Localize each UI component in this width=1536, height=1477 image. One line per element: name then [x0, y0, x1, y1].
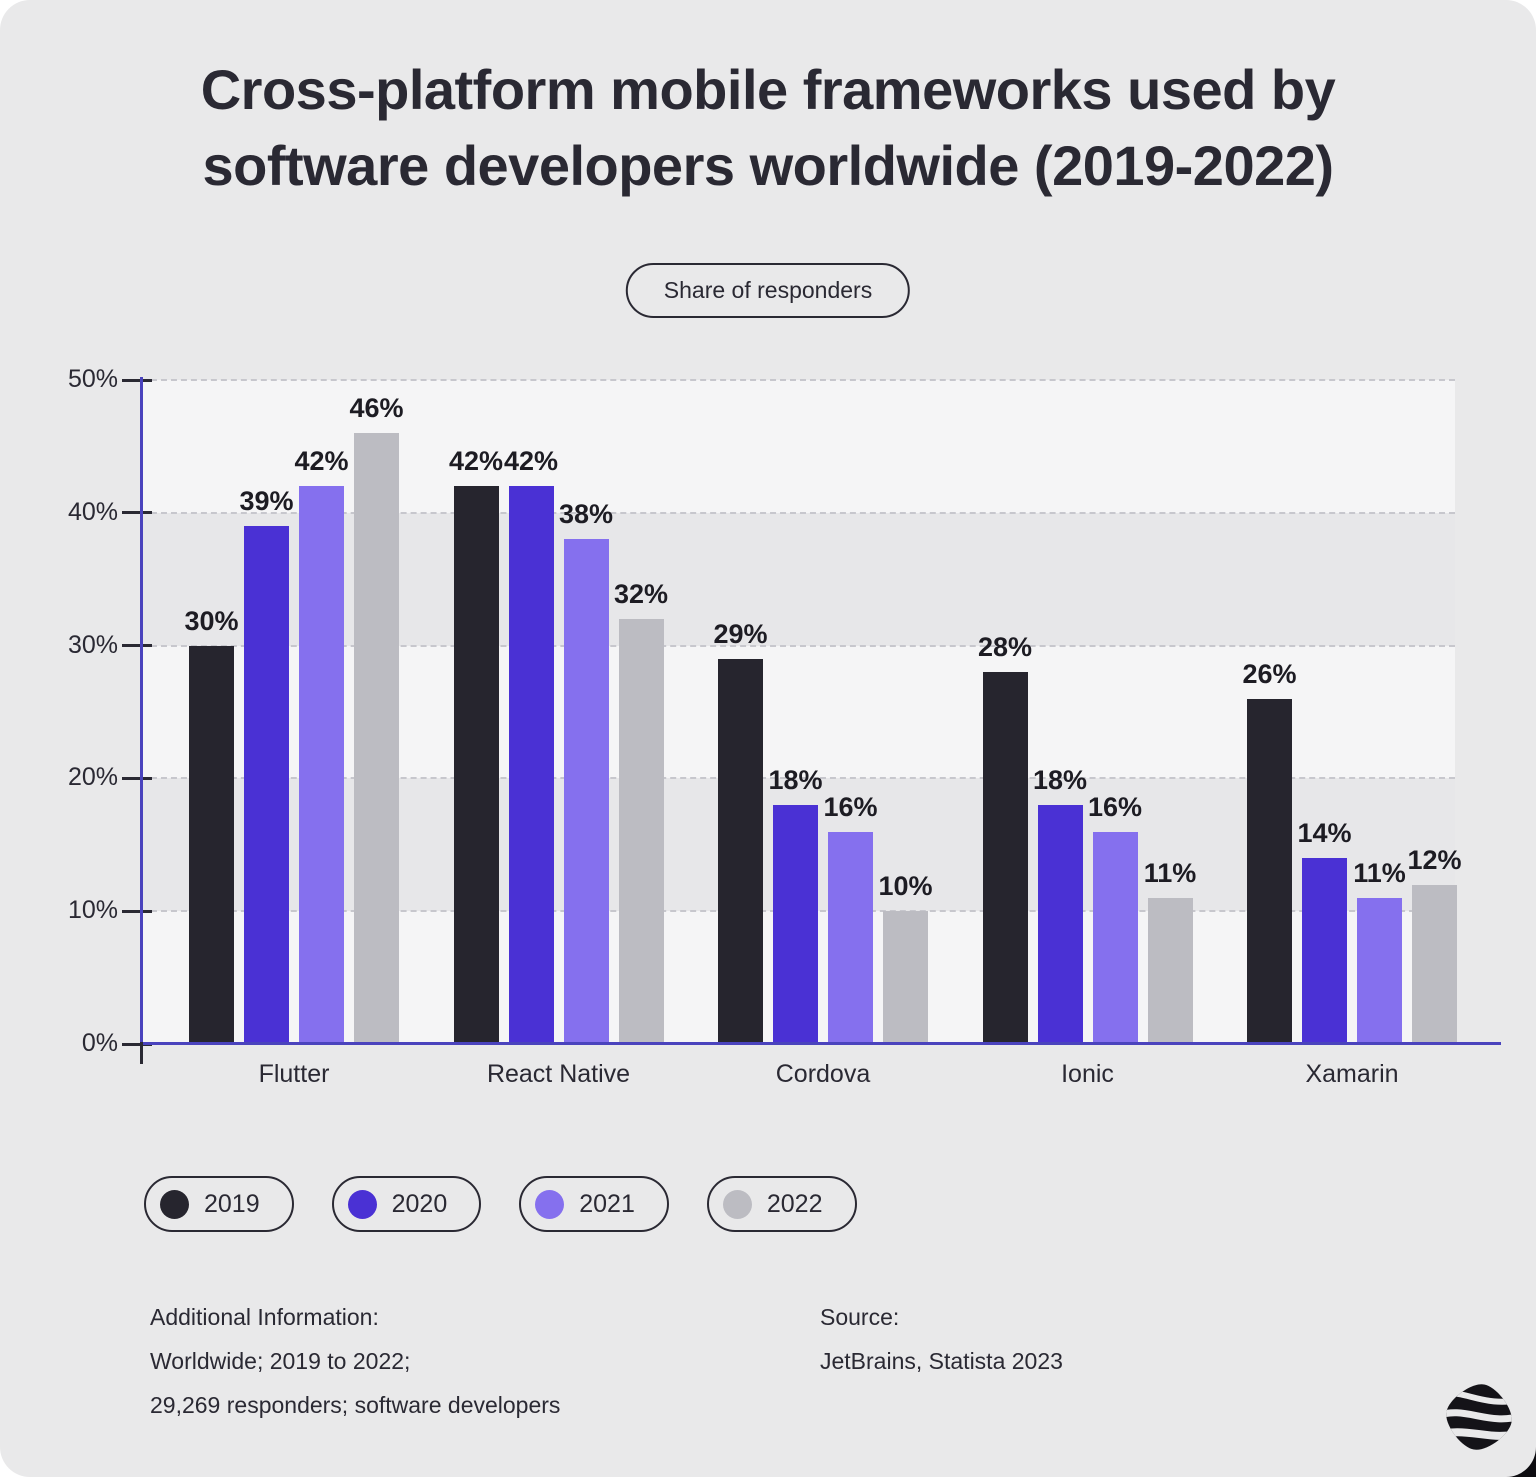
- chart-title: Cross-platform mobile frameworks used by…: [200, 58, 1336, 198]
- gridline: [141, 644, 1455, 647]
- y-axis-tick-label: 50%: [67, 365, 118, 393]
- bar-ionic-2019: [982, 672, 1028, 1044]
- bar-value-label: 38%: [558, 499, 614, 530]
- bar-react-native-2020: [508, 486, 554, 1044]
- bar-flutter-2019: [189, 645, 234, 1044]
- additional-information-line: 29,269 responders; software developers: [150, 1392, 561, 1418]
- source-line: JetBrains, Statista 2023: [820, 1348, 1063, 1374]
- legend-pill-2022[interactable]: 2022: [706, 1176, 857, 1232]
- legend-pill-2019[interactable]: 2019: [144, 1176, 294, 1232]
- bar-cordova-2022: [883, 911, 928, 1044]
- additional-information-block: Additional Information: Worldwide; 2019 …: [150, 1295, 560, 1427]
- y-axis-tick-mark: [122, 511, 152, 515]
- legend-label: 2020: [391, 1189, 448, 1218]
- legend-color-dot-2019: [160, 1189, 189, 1219]
- x-axis-line: [140, 1042, 1501, 1045]
- legend-color-dot-2022: [722, 1189, 752, 1219]
- x-axis-label-flutter: Flutter: [258, 1060, 330, 1088]
- bar-value-label: 18%: [768, 764, 823, 795]
- bar-ionic-2022: [1147, 897, 1193, 1044]
- bar-cordova-2021: [828, 831, 873, 1044]
- bar-ionic-2020: [1037, 804, 1083, 1044]
- bar-value-label: 42%: [503, 446, 559, 477]
- bar-value-label: 42%: [294, 446, 349, 477]
- bar-xamarin-2019: [1247, 698, 1292, 1044]
- bar-flutter-2020: [244, 526, 289, 1044]
- y-axis-line: [140, 377, 143, 1046]
- swirl-diamond-logo-icon: [1443, 1381, 1515, 1453]
- additional-information-heading: Additional Information:: [150, 1304, 379, 1330]
- bar-value-label: 32%: [613, 579, 669, 610]
- y-axis-tick-label: 10%: [67, 896, 118, 925]
- bar-xamarin-2022: [1412, 884, 1457, 1044]
- bar-value-label: 30%: [184, 605, 239, 636]
- bar-value-label: 28%: [977, 632, 1033, 663]
- bar-xamarin-2021: [1357, 897, 1402, 1044]
- legend-pill-2021[interactable]: 2021: [519, 1176, 669, 1232]
- y-axis-tick-label: 0%: [81, 1029, 118, 1057]
- bar-value-label: 14%: [1297, 818, 1352, 849]
- bar-ionic-2021: [1092, 831, 1138, 1044]
- bar-cordova-2019: [718, 658, 763, 1044]
- bar-value-label: 29%: [713, 618, 768, 649]
- legend-label: 2022: [766, 1189, 823, 1218]
- y-axis-tick-mark: [122, 644, 152, 648]
- legend-pill-2020[interactable]: 2020: [331, 1176, 482, 1232]
- y-axis-tick-mark: [122, 1042, 152, 1046]
- bar-xamarin-2020: [1302, 858, 1347, 1044]
- bar-react-native-2021: [563, 539, 609, 1044]
- legend-color-dot-2021: [535, 1189, 565, 1219]
- bar-react-native-2022: [618, 619, 664, 1044]
- bar-value-label: 18%: [1032, 764, 1088, 795]
- chart-legend: 2019 2020 2021 2022: [144, 1176, 857, 1232]
- bar-value-label: 39%: [239, 486, 294, 517]
- x-axis-label-react-native: React Native: [486, 1060, 631, 1088]
- bar-value-label: 42%: [448, 446, 504, 477]
- bar-flutter-2022: [354, 433, 399, 1044]
- y-axis-tick-mark: [122, 378, 152, 382]
- additional-information-line: Worldwide; 2019 to 2022;: [150, 1348, 411, 1374]
- bar-value-label: 12%: [1407, 844, 1462, 875]
- source-heading: Source:: [820, 1304, 900, 1330]
- bar-value-label: 11%: [1353, 857, 1406, 888]
- bar-value-label: 10%: [878, 871, 933, 902]
- subtitle-pill: Share of responders: [625, 263, 911, 318]
- x-axis-label-xamarin: Xamarin: [1305, 1060, 1399, 1088]
- bar-value-label: 16%: [1087, 791, 1143, 822]
- x-axis-label-cordova: Cordova: [775, 1060, 871, 1088]
- source-block: Source: JetBrains, Statista 2023: [820, 1295, 1063, 1383]
- x-axis-label-ionic: Ionic: [1061, 1060, 1114, 1088]
- bar-value-label: 16%: [823, 791, 878, 822]
- legend-color-dot-2020: [347, 1189, 377, 1219]
- y-axis-tick-mark: [122, 909, 152, 913]
- legend-label: 2021: [579, 1189, 635, 1218]
- gridline: [141, 777, 1455, 780]
- bar-value-label: 46%: [349, 393, 404, 424]
- gridline: [141, 379, 1455, 381]
- y-axis-tick-mark: [122, 776, 152, 780]
- legend-label: 2019: [204, 1189, 260, 1218]
- y-axis-tick-label: 20%: [67, 763, 118, 792]
- bar-flutter-2021: [299, 486, 344, 1044]
- gridline: [141, 511, 1455, 514]
- bar-cordova-2020: [773, 804, 818, 1044]
- bar-react-native-2019: [453, 486, 499, 1044]
- bar-value-label: 11%: [1143, 857, 1197, 888]
- y-axis-tick-label: 30%: [67, 630, 118, 659]
- bar-value-label: 26%: [1242, 658, 1297, 689]
- x-axis-origin-tick: [140, 1042, 143, 1064]
- y-axis-tick-label: 40%: [67, 497, 118, 526]
